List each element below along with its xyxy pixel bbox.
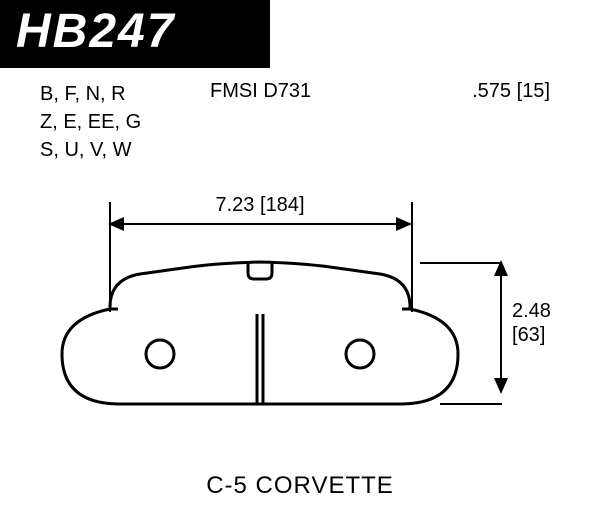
arrow-up-icon bbox=[494, 260, 508, 276]
arrow-left-icon bbox=[108, 217, 124, 231]
thickness: .575 [15] bbox=[410, 80, 560, 164]
dim-line bbox=[500, 262, 502, 392]
height-label: 2.48 [63] bbox=[512, 299, 551, 347]
arrow-down-icon bbox=[494, 378, 508, 394]
ext-line bbox=[440, 403, 502, 405]
compound-codes: B, F, N, R Z, E, EE, G S, U, V, W bbox=[40, 80, 210, 164]
thickness-mm: 15 bbox=[522, 80, 544, 102]
thickness-in: .575 bbox=[472, 80, 511, 102]
width-dimension: 7.23 [184] bbox=[110, 194, 410, 225]
codes-line: B, F, N, R bbox=[40, 80, 210, 108]
part-number: HB247 bbox=[16, 8, 254, 56]
diagram: 7.23 [184] 2.48 [63] bbox=[0, 174, 600, 494]
dim-line bbox=[110, 223, 410, 225]
width-label: 7.23 [184] bbox=[110, 194, 410, 217]
fmsi-code: FMSI D731 bbox=[210, 80, 410, 164]
brake-pad-outline bbox=[60, 259, 460, 419]
title-bar: HB247 bbox=[0, 0, 270, 68]
ext-line bbox=[420, 262, 502, 264]
arrow-right-icon bbox=[396, 217, 412, 231]
codes-line: Z, E, EE, G bbox=[40, 108, 210, 136]
height-mm-wrap: [63] bbox=[512, 323, 551, 347]
vehicle-label: C-5 CORVETTE bbox=[0, 472, 600, 500]
info-row: B, F, N, R Z, E, EE, G S, U, V, W FMSI D… bbox=[0, 68, 600, 164]
codes-line: S, U, V, W bbox=[40, 136, 210, 164]
